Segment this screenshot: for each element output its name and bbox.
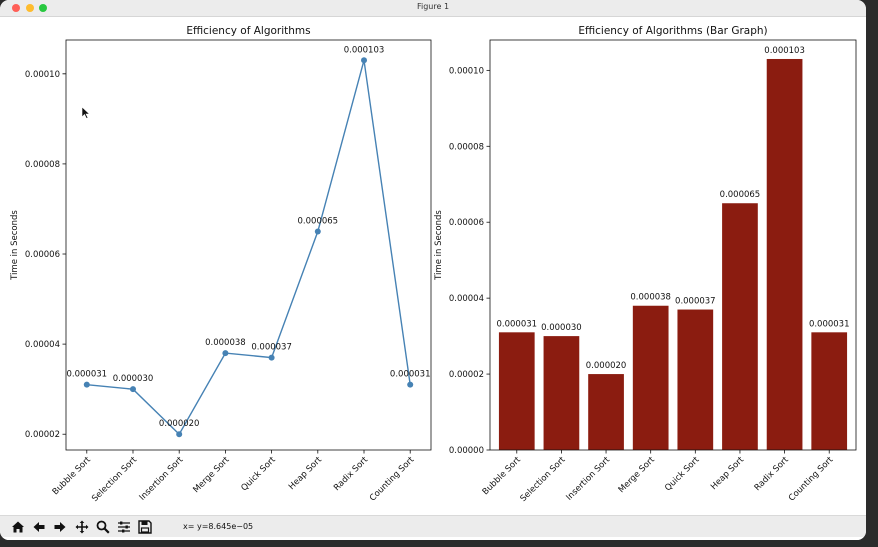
chart2-ytick-label-5: 0.00010 [449, 66, 484, 76]
chart2-ytick-label-0: 0.00000 [449, 446, 484, 456]
home-icon [12, 521, 24, 533]
chart2-bar-3 [632, 305, 669, 450]
zoom-icon [96, 520, 110, 534]
zoom-button[interactable] [94, 519, 112, 535]
window-bottom-edge [0, 537, 866, 540]
chart1-axes-frame [65, 39, 432, 451]
chart1-ytick-label-3: 0.00008 [25, 160, 60, 170]
chart1-point-5 [314, 228, 321, 235]
chart1-data-label-3: 0.000038 [205, 338, 246, 348]
chart2-xtick-label-1: Selection Sort [519, 455, 568, 504]
chart2-xtick-label-5: Heap Sort [709, 455, 746, 492]
chart1-data-label-0: 0.000031 [67, 370, 108, 380]
chart2-data-label-5: 0.000065 [720, 190, 761, 200]
chart1-ytick-label-1: 0.00004 [25, 340, 60, 350]
chart2-data-label-3: 0.000038 [630, 293, 671, 303]
chart1-xtick-label-4: Quick Sort [239, 455, 278, 494]
chart2-ytick-label-2: 0.00004 [449, 294, 484, 304]
chart2-xtick-label-7: Counting Sort [787, 455, 836, 504]
chart2-xtick-label-3: Merge Sort [617, 455, 658, 496]
chart2-xtick-label-6: Radix Sort [753, 455, 792, 494]
close-window-button[interactable] [12, 4, 20, 12]
chart1-series-line [86, 60, 411, 436]
chart1-point-0 [83, 381, 90, 388]
chart1-data-label-4: 0.000037 [251, 343, 292, 353]
chart1-point-7 [407, 381, 414, 388]
chart1-point-2 [176, 431, 183, 438]
chart1-xtick-label-2: Insertion Sort [138, 455, 186, 503]
chart2-ytick-label-4: 0.00008 [449, 142, 484, 152]
chart2-bar-7 [811, 332, 848, 450]
chart1-xtick-label-7: Counting Sort [368, 455, 417, 504]
chart2-data-label-4: 0.000037 [675, 297, 716, 307]
chart2-xtick-label-2: Insertion Sort [564, 455, 612, 503]
chart1-xtick-label-3: Merge Sort [191, 455, 232, 496]
chart2-bar-5 [722, 203, 758, 450]
chart2-bar-1 [543, 336, 580, 450]
chart2-bar-4 [677, 309, 714, 450]
chart2-data-label-1: 0.000030 [541, 323, 582, 333]
mouse-pointer-icon [81, 104, 91, 123]
chart1-data-label-2: 0.000020 [159, 419, 200, 429]
back-arrow-icon [33, 522, 45, 532]
chart1-xtick-label-6: Radix Sort [332, 455, 371, 494]
chart1-point-4 [268, 354, 275, 361]
chart2-data-label-7: 0.000031 [809, 319, 850, 329]
home-button[interactable] [9, 519, 27, 535]
navigation-toolbar: x= y=8.645e−05 [0, 515, 866, 538]
pan-button[interactable] [73, 519, 91, 535]
chart2-bar-2 [588, 374, 624, 450]
chart2-bar-0 [498, 332, 535, 450]
chart2-bar-6 [766, 58, 803, 451]
forward-button[interactable] [51, 519, 69, 535]
save-icon [138, 520, 152, 534]
chart1-title: Efficiency of Algorithms [186, 25, 310, 37]
chart2-axes-frame [489, 39, 857, 451]
chart2-data-label-0: 0.000031 [496, 319, 537, 329]
minimize-window-button[interactable] [26, 4, 34, 12]
title-bar: Figure 1 [0, 0, 866, 17]
chart2-xtick-label-0: Bubble Sort [481, 455, 524, 498]
chart2-ylabel: Time in Seconds [434, 210, 444, 281]
chart2-xtick-label-4: Quick Sort [663, 455, 702, 494]
chart2-data-label-6: 0.000103 [764, 46, 805, 56]
chart1-data-label-5: 0.000065 [298, 216, 339, 226]
configure-subplots-button[interactable] [115, 519, 133, 535]
chart2-title: Efficiency of Algorithms (Bar Graph) [578, 25, 767, 37]
window-title: Figure 1 [416, 2, 450, 11]
pan-icon [75, 520, 89, 534]
chart1-data-label-6: 0.000103 [344, 45, 385, 55]
chart1-ytick-label-2: 0.00006 [25, 250, 60, 260]
chart2-ytick-label-1: 0.00002 [449, 370, 484, 380]
chart1-data-label-7: 0.000031 [390, 370, 431, 380]
chart1-ytick-label-4: 0.00010 [25, 70, 60, 80]
chart2-data-label-2: 0.000020 [586, 361, 627, 371]
chart1-xtick-label-0: Bubble Sort [51, 455, 94, 498]
save-button[interactable] [136, 519, 154, 535]
figure-window: Figure 1 Efficiency of Algorithms Time in… [0, 0, 866, 540]
chart2-ytick-label-3: 0.00006 [449, 218, 484, 228]
chart1-xtick-label-1: Selection Sort [90, 455, 139, 504]
chart1-point-6 [361, 57, 368, 64]
configure-subplots-icon [118, 521, 130, 533]
plot-canvas: Efficiency of Algorithms Time in Seconds 0… [10, 25, 857, 504]
coordinate-readout: x= y=8.645e−05 [183, 522, 254, 531]
chart1-point-3 [222, 350, 229, 357]
chart1-xtick-label-5: Heap Sort [287, 455, 324, 492]
chart1-ytick-label-0: 0.00002 [25, 430, 60, 440]
forward-arrow-icon [54, 522, 66, 532]
chart1-data-label-1: 0.000030 [113, 374, 154, 384]
maximize-window-button[interactable] [39, 4, 47, 12]
back-button[interactable] [30, 519, 48, 535]
chart1-ylabel: Time in Seconds [10, 210, 20, 281]
chart1-point-1 [129, 386, 136, 393]
